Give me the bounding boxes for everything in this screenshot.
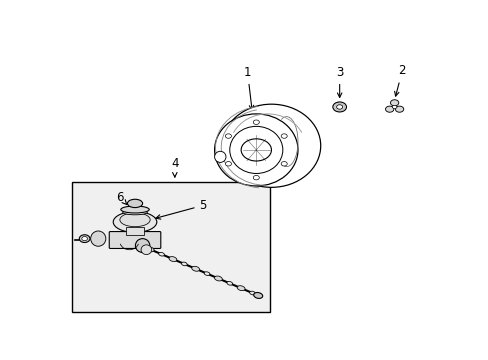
FancyBboxPatch shape <box>109 231 161 248</box>
Ellipse shape <box>135 239 149 252</box>
Circle shape <box>395 106 403 112</box>
Ellipse shape <box>79 235 90 243</box>
Ellipse shape <box>169 257 177 261</box>
Circle shape <box>253 175 259 180</box>
Circle shape <box>391 105 396 109</box>
Ellipse shape <box>90 231 105 246</box>
Ellipse shape <box>191 266 199 271</box>
Ellipse shape <box>113 212 157 233</box>
Circle shape <box>332 102 346 112</box>
Bar <box>72 182 269 312</box>
Ellipse shape <box>237 286 244 291</box>
Text: 2: 2 <box>394 64 405 96</box>
Ellipse shape <box>229 126 282 174</box>
Ellipse shape <box>249 291 255 295</box>
Ellipse shape <box>214 114 297 186</box>
Circle shape <box>385 106 393 112</box>
Circle shape <box>281 162 286 166</box>
Text: 1: 1 <box>244 66 253 110</box>
Bar <box>125 227 144 235</box>
Text: 3: 3 <box>335 66 343 98</box>
Text: 5: 5 <box>156 199 206 219</box>
Ellipse shape <box>81 237 87 241</box>
Ellipse shape <box>214 276 222 281</box>
Ellipse shape <box>120 213 150 227</box>
Ellipse shape <box>222 104 320 187</box>
Circle shape <box>225 162 231 166</box>
Ellipse shape <box>204 272 209 275</box>
Ellipse shape <box>214 151 225 162</box>
Ellipse shape <box>121 206 149 213</box>
Circle shape <box>225 134 231 138</box>
Ellipse shape <box>127 199 142 208</box>
Ellipse shape <box>159 252 164 256</box>
Ellipse shape <box>146 247 154 252</box>
Circle shape <box>281 134 286 138</box>
Text: 6: 6 <box>116 190 126 204</box>
Text: 4: 4 <box>171 157 178 177</box>
Ellipse shape <box>226 282 232 285</box>
Ellipse shape <box>141 245 151 255</box>
Circle shape <box>336 105 342 109</box>
Ellipse shape <box>253 292 262 298</box>
Ellipse shape <box>181 262 187 266</box>
Circle shape <box>253 120 259 125</box>
Circle shape <box>389 100 398 106</box>
Circle shape <box>241 139 271 161</box>
Ellipse shape <box>122 210 147 215</box>
